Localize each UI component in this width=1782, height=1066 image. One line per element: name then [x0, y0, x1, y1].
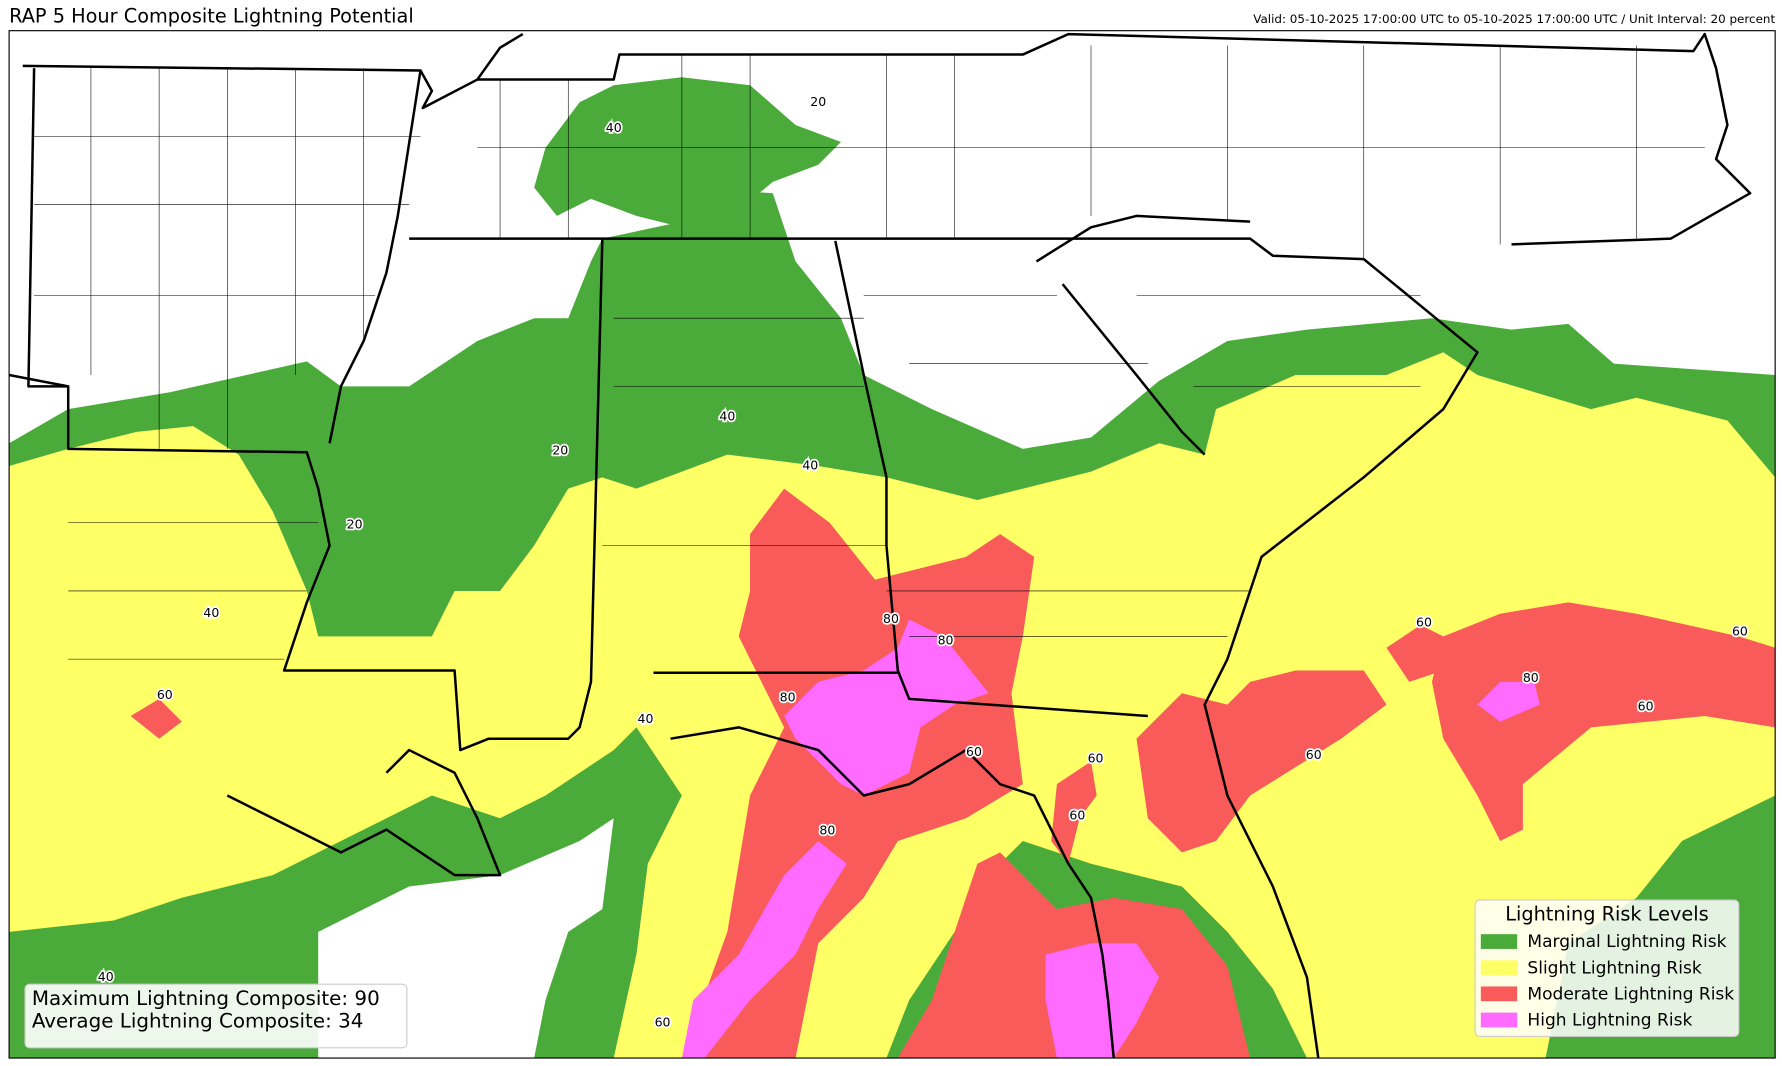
contour-label: 40: [719, 409, 735, 424]
avg-stat: Average Lightning Composite: 34: [32, 1009, 364, 1032]
contour-labels: 40 20 40 40 20 20 40 60 40 80 80 80 60 60 60 80 60 60 80 60…: [96, 92, 1750, 1031]
contour-label: 80: [780, 689, 796, 704]
contour-label: 60: [1732, 623, 1748, 638]
legend-label: High Lightning Risk: [1527, 1011, 1692, 1031]
legend: Lightning Risk Levels Marginal Lightning…: [1474, 899, 1740, 1038]
legend-background: [1474, 899, 1740, 1038]
map-frame: [8, 30, 1776, 1059]
contour-label: 60: [1638, 698, 1654, 713]
risk-high: [681, 619, 1540, 1059]
legend-swatch: [1480, 986, 1518, 1002]
contour-label: 20: [552, 443, 568, 458]
contour-label: 60: [157, 687, 173, 702]
contour-label: 60: [1416, 614, 1432, 629]
stats-background: [24, 983, 408, 1049]
contour-label: 80: [883, 611, 899, 626]
legend-label: Marginal Lightning Risk: [1527, 932, 1726, 952]
valid-time: Valid: 05-10-2025 17:00:00 UTC to 05-10-…: [1253, 12, 1775, 26]
contour-label: 40: [802, 457, 818, 472]
contour-label: 20: [347, 517, 363, 532]
legend-swatch: [1480, 934, 1518, 949]
legend-swatch: [1480, 960, 1518, 976]
contour-label: 40: [203, 605, 219, 620]
contour-label: 60: [1306, 747, 1322, 762]
legend-label: Moderate Lightning Risk: [1527, 984, 1734, 1004]
contour-label: 40: [98, 969, 114, 984]
contour-label: 80: [938, 632, 954, 647]
state-borders: [9, 32, 1752, 1059]
legend-label: Slight Lightning Risk: [1527, 958, 1701, 978]
max-value: 90: [354, 986, 379, 1009]
contour-label: 40: [638, 711, 654, 726]
contour-label: 60: [655, 1014, 671, 1029]
county-lines: [34, 45, 1705, 660]
contour-label: 80: [1523, 670, 1539, 685]
contour-label: 40: [606, 120, 622, 135]
legend-title: Lightning Risk Levels: [1505, 902, 1708, 925]
contour-label: 60: [1069, 807, 1085, 822]
contour-label: 60: [966, 744, 982, 759]
avg-value: 34: [338, 1009, 363, 1032]
legend-swatch: [1480, 1012, 1518, 1028]
max-label: Maximum Lightning Composite:: [32, 986, 348, 1009]
contour-label: 20: [810, 94, 826, 109]
avg-label: Average Lightning Composite:: [32, 1009, 332, 1032]
max-stat: Maximum Lightning Composite: 90: [32, 986, 380, 1009]
contour-label: 60: [1088, 751, 1104, 766]
title: RAP 5 Hour Composite Lightning Potential: [9, 5, 414, 28]
stats-box: Maximum Lightning Composite: 90 Average …: [24, 983, 408, 1049]
contour-label: 80: [819, 822, 835, 837]
map-area: [9, 32, 1776, 1059]
